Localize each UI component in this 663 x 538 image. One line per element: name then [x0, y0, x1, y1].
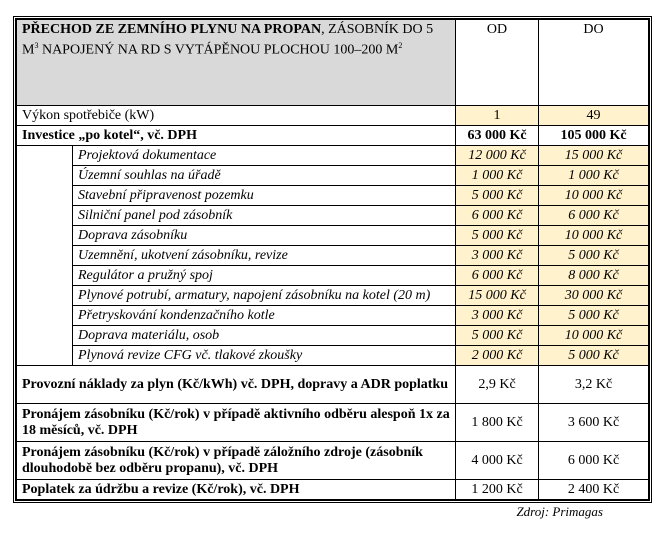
investment-row: Investice „po kotel“, vč. DPH 63 000 Kč …: [15, 125, 649, 146]
cost-from: 2,9 Kč: [455, 365, 540, 404]
investment-item-row: Plynová revize CFG vč. tlakové zkoušky 2…: [17, 345, 649, 366]
header-row: PŘECHOD ZE ZEMNÍHO PLYNU NA PROPAN, ZÁSO…: [15, 19, 649, 106]
investment-item-row: Doprava zásobníku 5 000 Kč 10 000 Kč: [17, 225, 649, 246]
item-label: Projektová dokumentace: [71, 145, 457, 166]
item-label: Územní souhlas na úřadě: [71, 165, 457, 186]
investment-item-row: Plynové potrubí, armatury, napojení záso…: [17, 285, 649, 306]
item-label: Stavební připravenost pozemku: [71, 185, 457, 206]
item-label: Doprava materiálu, osob: [71, 325, 457, 346]
item-to: 8 000 Kč: [538, 265, 649, 286]
investment-item-row: Přetryskování kondenzačního kotle 3 000 …: [17, 305, 649, 326]
item-to: 10 000 Kč: [538, 225, 649, 246]
item-to: 5 000 Kč: [538, 305, 649, 326]
item-from: 5 000 Kč: [455, 325, 540, 346]
item-to: 10 000 Kč: [538, 325, 649, 346]
item-label: Silniční panel pod zásobník: [71, 205, 457, 226]
price-table-frame: PŘECHOD ZE ZEMNÍHO PLYNU NA PROPAN, ZÁSO…: [13, 16, 652, 503]
item-label: Plynová revize CFG vč. tlakové zkoušky: [71, 345, 457, 366]
cost-to: 3,2 Kč: [538, 365, 649, 404]
cost-row: Pronájem zásobníku (Kč/rok) v případě zá…: [15, 441, 649, 480]
item-label: Plynové potrubí, armatury, napojení záso…: [71, 285, 457, 306]
power-row: Výkon spotřebiče (kW) 1 49: [15, 105, 649, 126]
item-from: 6 000 Kč: [455, 205, 540, 226]
item-to: 10 000 Kč: [538, 185, 649, 206]
item-from: 1 000 Kč: [455, 165, 540, 186]
cost-from: 1 800 Kč: [455, 403, 540, 442]
item-to: 15 000 Kč: [538, 145, 649, 166]
investment-to: 105 000 Kč: [538, 125, 649, 146]
item-to: 5 000 Kč: [538, 245, 649, 266]
item-from: 2 000 Kč: [455, 345, 540, 366]
investment-item-row: Stavební připravenost pozemku 5 000 Kč 1…: [17, 185, 649, 206]
indent-cell: [16, 145, 73, 366]
item-from: 3 000 Kč: [455, 305, 540, 326]
cost-label: Provozní náklady za plyn (Kč/kWh) vč. DP…: [15, 365, 457, 404]
investment-item-row: Doprava materiálu, osob 5 000 Kč 10 000 …: [17, 325, 649, 346]
investment-item-row: Územní souhlas na úřadě 1 000 Kč 1 000 K…: [17, 165, 649, 186]
investment-label: Investice „po kotel“, vč. DPH: [15, 125, 457, 146]
source-note: Zdroj: Primagas: [516, 504, 603, 519]
investment-item-row: Regulátor a pružný spoj 6 000 Kč 8 000 K…: [17, 265, 649, 286]
table-title: PŘECHOD ZE ZEMNÍHO PLYNU NA PROPAN, ZÁSO…: [15, 19, 457, 106]
item-from: 15 000 Kč: [455, 285, 540, 306]
cost-to: 6 000 Kč: [538, 441, 649, 480]
power-from: 1: [455, 105, 540, 126]
cost-from: 1 200 Kč: [455, 479, 540, 500]
power-to: 49: [538, 105, 649, 126]
item-label: Doprava zásobníku: [71, 225, 457, 246]
investment-item-row: Uzemnění, ukotvení zásobníku, revize 3 0…: [17, 245, 649, 266]
item-label: Regulátor a pružný spoj: [71, 265, 457, 286]
cost-row: Provozní náklady za plyn (Kč/kWh) vč. DP…: [15, 365, 649, 404]
item-from: 12 000 Kč: [455, 145, 540, 166]
item-from: 3 000 Kč: [455, 245, 540, 266]
item-from: 5 000 Kč: [455, 225, 540, 246]
cost-to: 2 400 Kč: [538, 479, 649, 500]
investment-from: 63 000 Kč: [455, 125, 540, 146]
cost-to: 3 600 Kč: [538, 403, 649, 442]
investment-item-row: Silniční panel pod zásobník 6 000 Kč 6 0…: [17, 205, 649, 226]
price-table: PŘECHOD ZE ZEMNÍHO PLYNU NA PROPAN, ZÁSO…: [15, 19, 649, 500]
item-label: Přetryskování kondenzačního kotle: [71, 305, 457, 326]
cost-from: 4 000 Kč: [455, 441, 540, 480]
investment-item-row: Projektová dokumentace 12 000 Kč 15 000 …: [16, 145, 649, 366]
item-label: Uzemnění, ukotvení zásobníku, revize: [71, 245, 457, 266]
item-from: 6 000 Kč: [455, 265, 540, 286]
item-to: 6 000 Kč: [538, 205, 649, 226]
cost-label: Pronájem zásobníku (Kč/rok) v případě ak…: [15, 403, 457, 442]
cost-label: Poplatek za údržbu a revize (Kč/rok), vč…: [15, 479, 457, 500]
item-to: 30 000 Kč: [538, 285, 649, 306]
cost-row: Poplatek za údržbu a revize (Kč/rok), vč…: [15, 479, 649, 500]
cost-row: Pronájem zásobníku (Kč/rok) v případě ak…: [15, 403, 649, 442]
power-label: Výkon spotřebiče (kW): [15, 105, 457, 126]
column-header-from: OD: [455, 19, 540, 106]
column-header-to: DO: [538, 19, 649, 106]
item-to: 1 000 Kč: [538, 165, 649, 186]
cost-label: Pronájem zásobníku (Kč/rok) v případě zá…: [15, 441, 457, 480]
item-from: 5 000 Kč: [455, 185, 540, 206]
item-to: 5 000 Kč: [538, 345, 649, 366]
